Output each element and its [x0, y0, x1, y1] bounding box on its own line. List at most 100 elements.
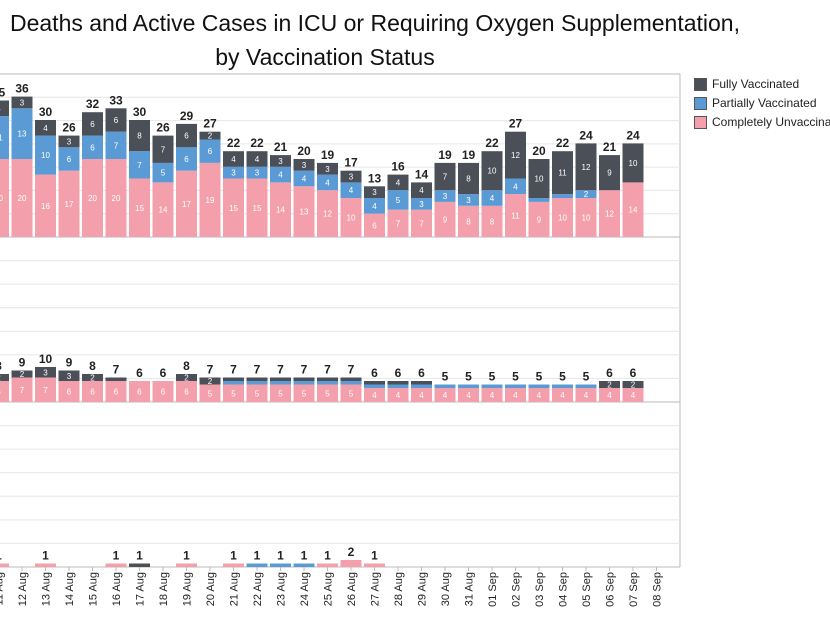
- total-label: 5: [489, 370, 496, 384]
- bar-segment-unvaccinated: [58, 381, 80, 402]
- bar-segment-partially: [11, 108, 33, 159]
- bar-segment-fully: [0, 100, 9, 117]
- segment-label: 10: [488, 167, 497, 176]
- segment-label: 5: [349, 389, 354, 398]
- segment-label: 4: [584, 391, 589, 400]
- segment-label: 4: [490, 391, 495, 400]
- segment-label: 3: [349, 173, 354, 182]
- bar-segment-fully: [152, 135, 174, 163]
- segment-label: 10: [558, 214, 567, 223]
- bar-segment-fully: [223, 377, 244, 381]
- legend-label-fully: Fully Vaccinated: [712, 77, 800, 91]
- legend-item-unvaccinated: Completely Unvaccinated: [694, 113, 830, 131]
- segment-label: 8: [466, 217, 471, 226]
- segment-label: 5: [278, 389, 283, 398]
- segment-label: 5: [208, 389, 213, 398]
- bar-segment-fully: [622, 381, 644, 388]
- x-tick-label: 01 Sep: [487, 572, 499, 607]
- bar-segment-partially: [387, 384, 409, 388]
- segment-label: 2: [208, 132, 213, 141]
- segment-label: 4: [349, 186, 354, 195]
- bar-segment-partially: [505, 384, 526, 388]
- bar-segment-unvaccinated: [246, 178, 268, 237]
- bar-segment-partially: [481, 190, 503, 206]
- bar-segment-unvaccinated: [0, 381, 9, 402]
- bar-segment-unvaccinated: [622, 388, 644, 402]
- total-label: 7: [301, 363, 308, 377]
- bar-segment-unvaccinated: [340, 198, 362, 237]
- bar-segment-unvaccinated: [434, 388, 456, 402]
- segment-label: 5: [302, 389, 307, 398]
- bar-segment-fully: [599, 155, 620, 191]
- bar-segment-fully: [105, 377, 127, 381]
- bar-segment-fully: [0, 374, 9, 381]
- chart-title-line1: Deaths and Active Cases in ICU or Requir…: [9, 10, 740, 36]
- x-tick-label: 14 Aug: [64, 572, 76, 606]
- bar-segment-fully: [246, 151, 268, 167]
- total-label: 1: [324, 549, 331, 563]
- bar-segment-unvaccinated: [176, 381, 197, 402]
- bar-segment-partially: [246, 166, 268, 179]
- bar-segment-partially: [387, 190, 409, 210]
- total-label: 6: [418, 366, 425, 380]
- segment-label: 4: [513, 182, 518, 191]
- bar-segment-fully: [129, 120, 150, 152]
- bar-segment-partially: [317, 174, 338, 191]
- segment-label: 13: [18, 130, 27, 139]
- total-label: 8: [0, 359, 2, 373]
- total-label: 7: [324, 363, 331, 377]
- bar-segment-unvaccinated: [223, 384, 244, 402]
- segment-label: 4: [443, 391, 448, 400]
- x-tick-label: 31 Aug: [464, 572, 476, 606]
- segment-label: 10: [535, 175, 544, 184]
- segment-label: 4: [560, 391, 565, 400]
- total-label: 26: [62, 121, 76, 135]
- bar-segment-unvaccinated: [35, 377, 56, 402]
- segment-label: 3: [278, 157, 283, 166]
- segment-label: 2: [208, 377, 213, 386]
- bar-segment-fully: [552, 151, 573, 195]
- segment-label: 4: [631, 391, 636, 400]
- bar-segment-fully: [129, 563, 150, 567]
- segment-label: 4: [302, 175, 307, 184]
- segment-label: 6: [67, 388, 72, 397]
- bar-segment-unvaccinated: [35, 174, 56, 237]
- bar-segment-unvaccinated: [58, 170, 80, 237]
- bar-segment-unvaccinated: [0, 563, 9, 567]
- segment-label: 12: [511, 151, 520, 160]
- segment-label: 6: [114, 388, 119, 397]
- bar-segment-fully: [434, 162, 456, 191]
- bar-segment-fully: [387, 381, 409, 385]
- x-tick-label: 04 Sep: [558, 572, 570, 607]
- total-label: 24: [579, 128, 593, 142]
- bar-segment-fully: [387, 174, 409, 191]
- x-tick-label: 15 Aug: [88, 572, 100, 606]
- bar-segment-fully: [246, 377, 268, 381]
- segment-label: 3: [325, 165, 330, 174]
- bar-segment-partially: [0, 116, 9, 159]
- bar-segment-unvaccinated: [387, 209, 409, 237]
- bar-segment-fully: [293, 377, 315, 381]
- bar-segment-fully: [364, 381, 385, 385]
- bar-segment-partially: [58, 147, 80, 171]
- bar-segment-partially: [317, 381, 338, 385]
- legend-label-partially: Partially Vaccinated: [712, 96, 817, 110]
- segment-label: 3: [419, 200, 424, 209]
- total-label: 7: [207, 363, 214, 377]
- segment-label: 7: [20, 386, 25, 395]
- legend: Fully Vaccinated Partially Vaccinated Co…: [694, 75, 830, 132]
- bar-segment-fully: [176, 374, 197, 381]
- segment-label: 12: [323, 210, 332, 219]
- chart-title-line2: by Vaccination Status: [215, 44, 435, 70]
- x-tick-label: 24 Aug: [299, 572, 311, 606]
- bar-segment-fully: [176, 123, 197, 148]
- segment-label: 2: [20, 370, 25, 379]
- bar-segment-unvaccinated: [11, 159, 33, 237]
- segment-label: 6: [372, 221, 377, 230]
- segment-label: 3: [231, 169, 236, 178]
- segment-label: 4: [466, 391, 471, 400]
- segment-label: 3: [67, 137, 72, 146]
- bar-segment-partially: [505, 178, 526, 195]
- segment-label: 7: [161, 145, 166, 154]
- bar-segment-partially: [434, 384, 456, 388]
